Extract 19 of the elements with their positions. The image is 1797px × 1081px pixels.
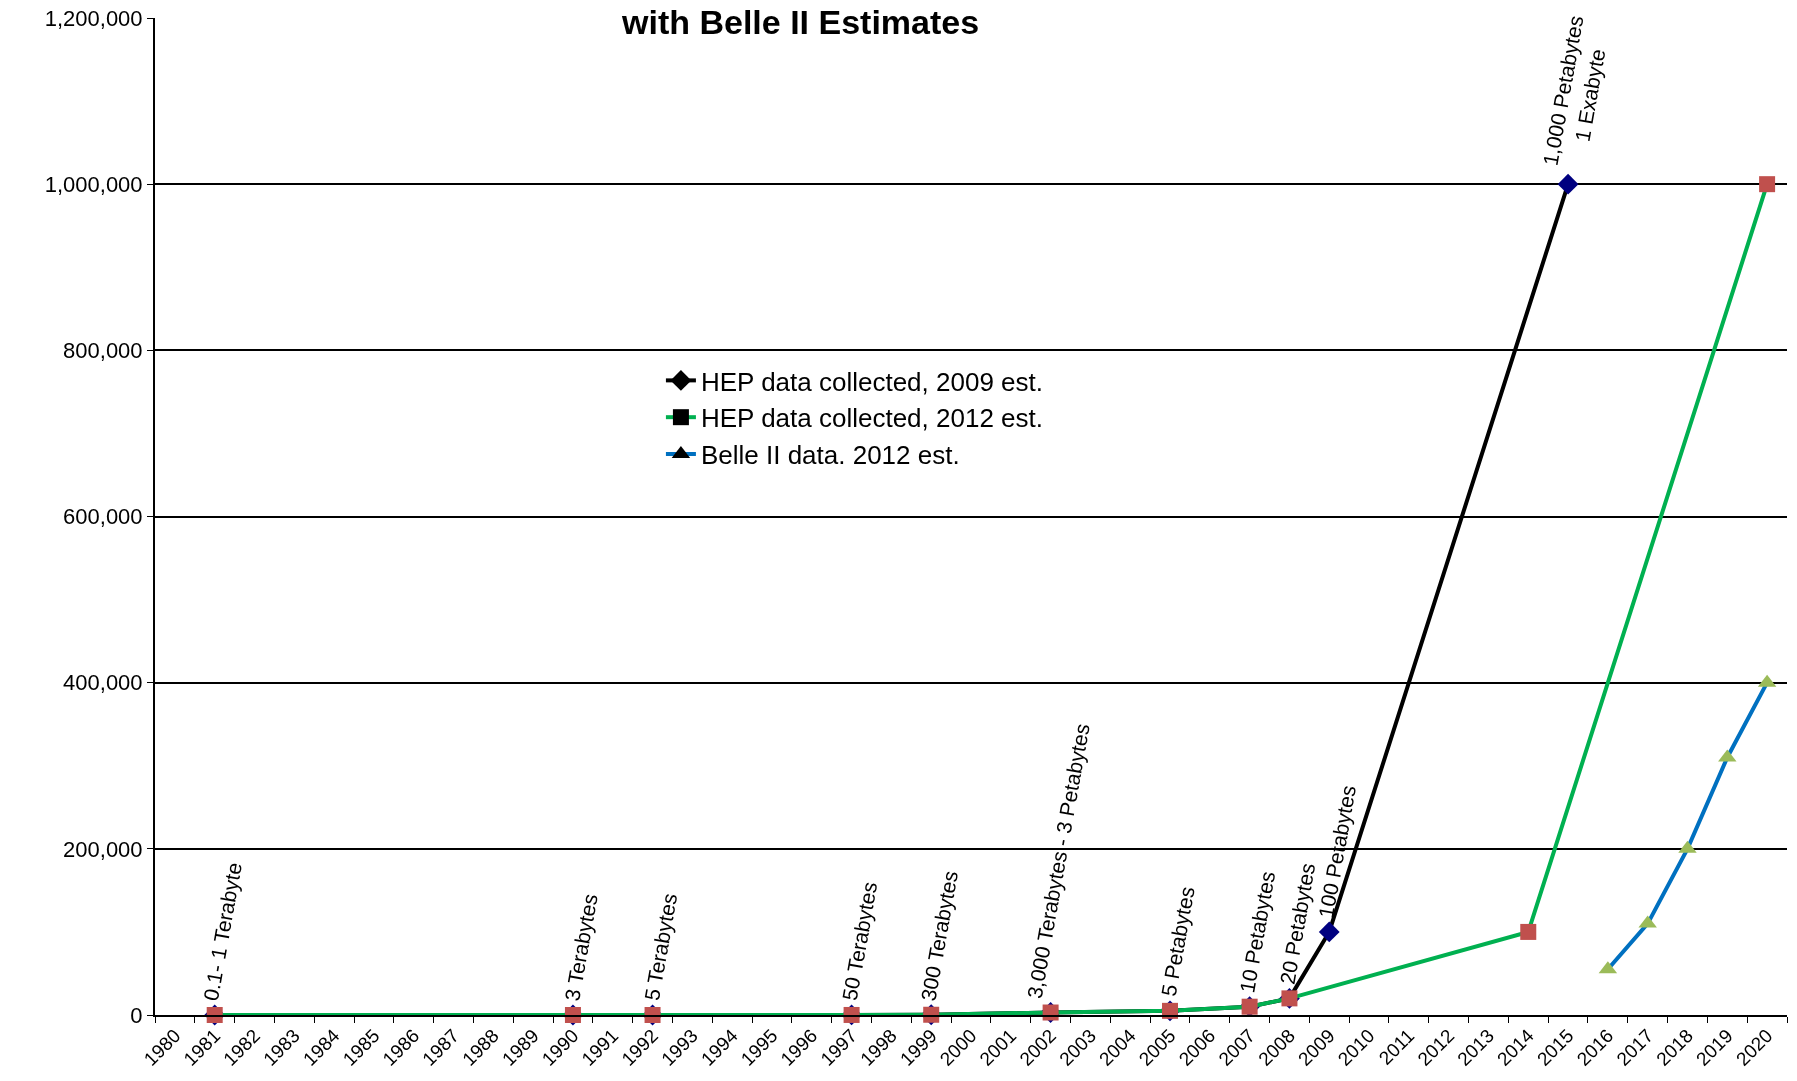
annotation: 3,000 Terabytes - 3 Petabytes [1022,721,1094,1001]
y-tick-label: 0 [130,1002,143,1028]
annotation: 0.1- 1 Terabyte [199,860,246,1003]
y-tick-label: 600,000 [63,504,143,530]
annotation: 50 Terabytes [837,880,882,1003]
legend-label: HEP data collected, 2009 est. [700,366,1043,397]
y-tick-label: 200,000 [63,836,143,862]
annotation: 300 Terabytes [916,869,962,1003]
annotation: 5 Petabytes [1156,884,1199,998]
annotation: 3 Terabytes [560,892,602,1003]
chart-title: with Belle II Estimates [621,3,980,41]
legend-label: Belle II data. 2012 est. [700,440,960,471]
annotation: 1,000 Petabytes 1 Exabyte [1538,13,1610,168]
y-tick-label: 400,000 [63,670,143,696]
annotation: 5 Terabytes [639,891,682,1003]
y-tick-label: 1,000,000 [44,171,143,197]
legend-label: HEP data collected, 2012 est. [700,403,1043,434]
y-tick-label: 800,000 [63,338,143,364]
y-tick-label: 1,200,000 [44,5,143,31]
